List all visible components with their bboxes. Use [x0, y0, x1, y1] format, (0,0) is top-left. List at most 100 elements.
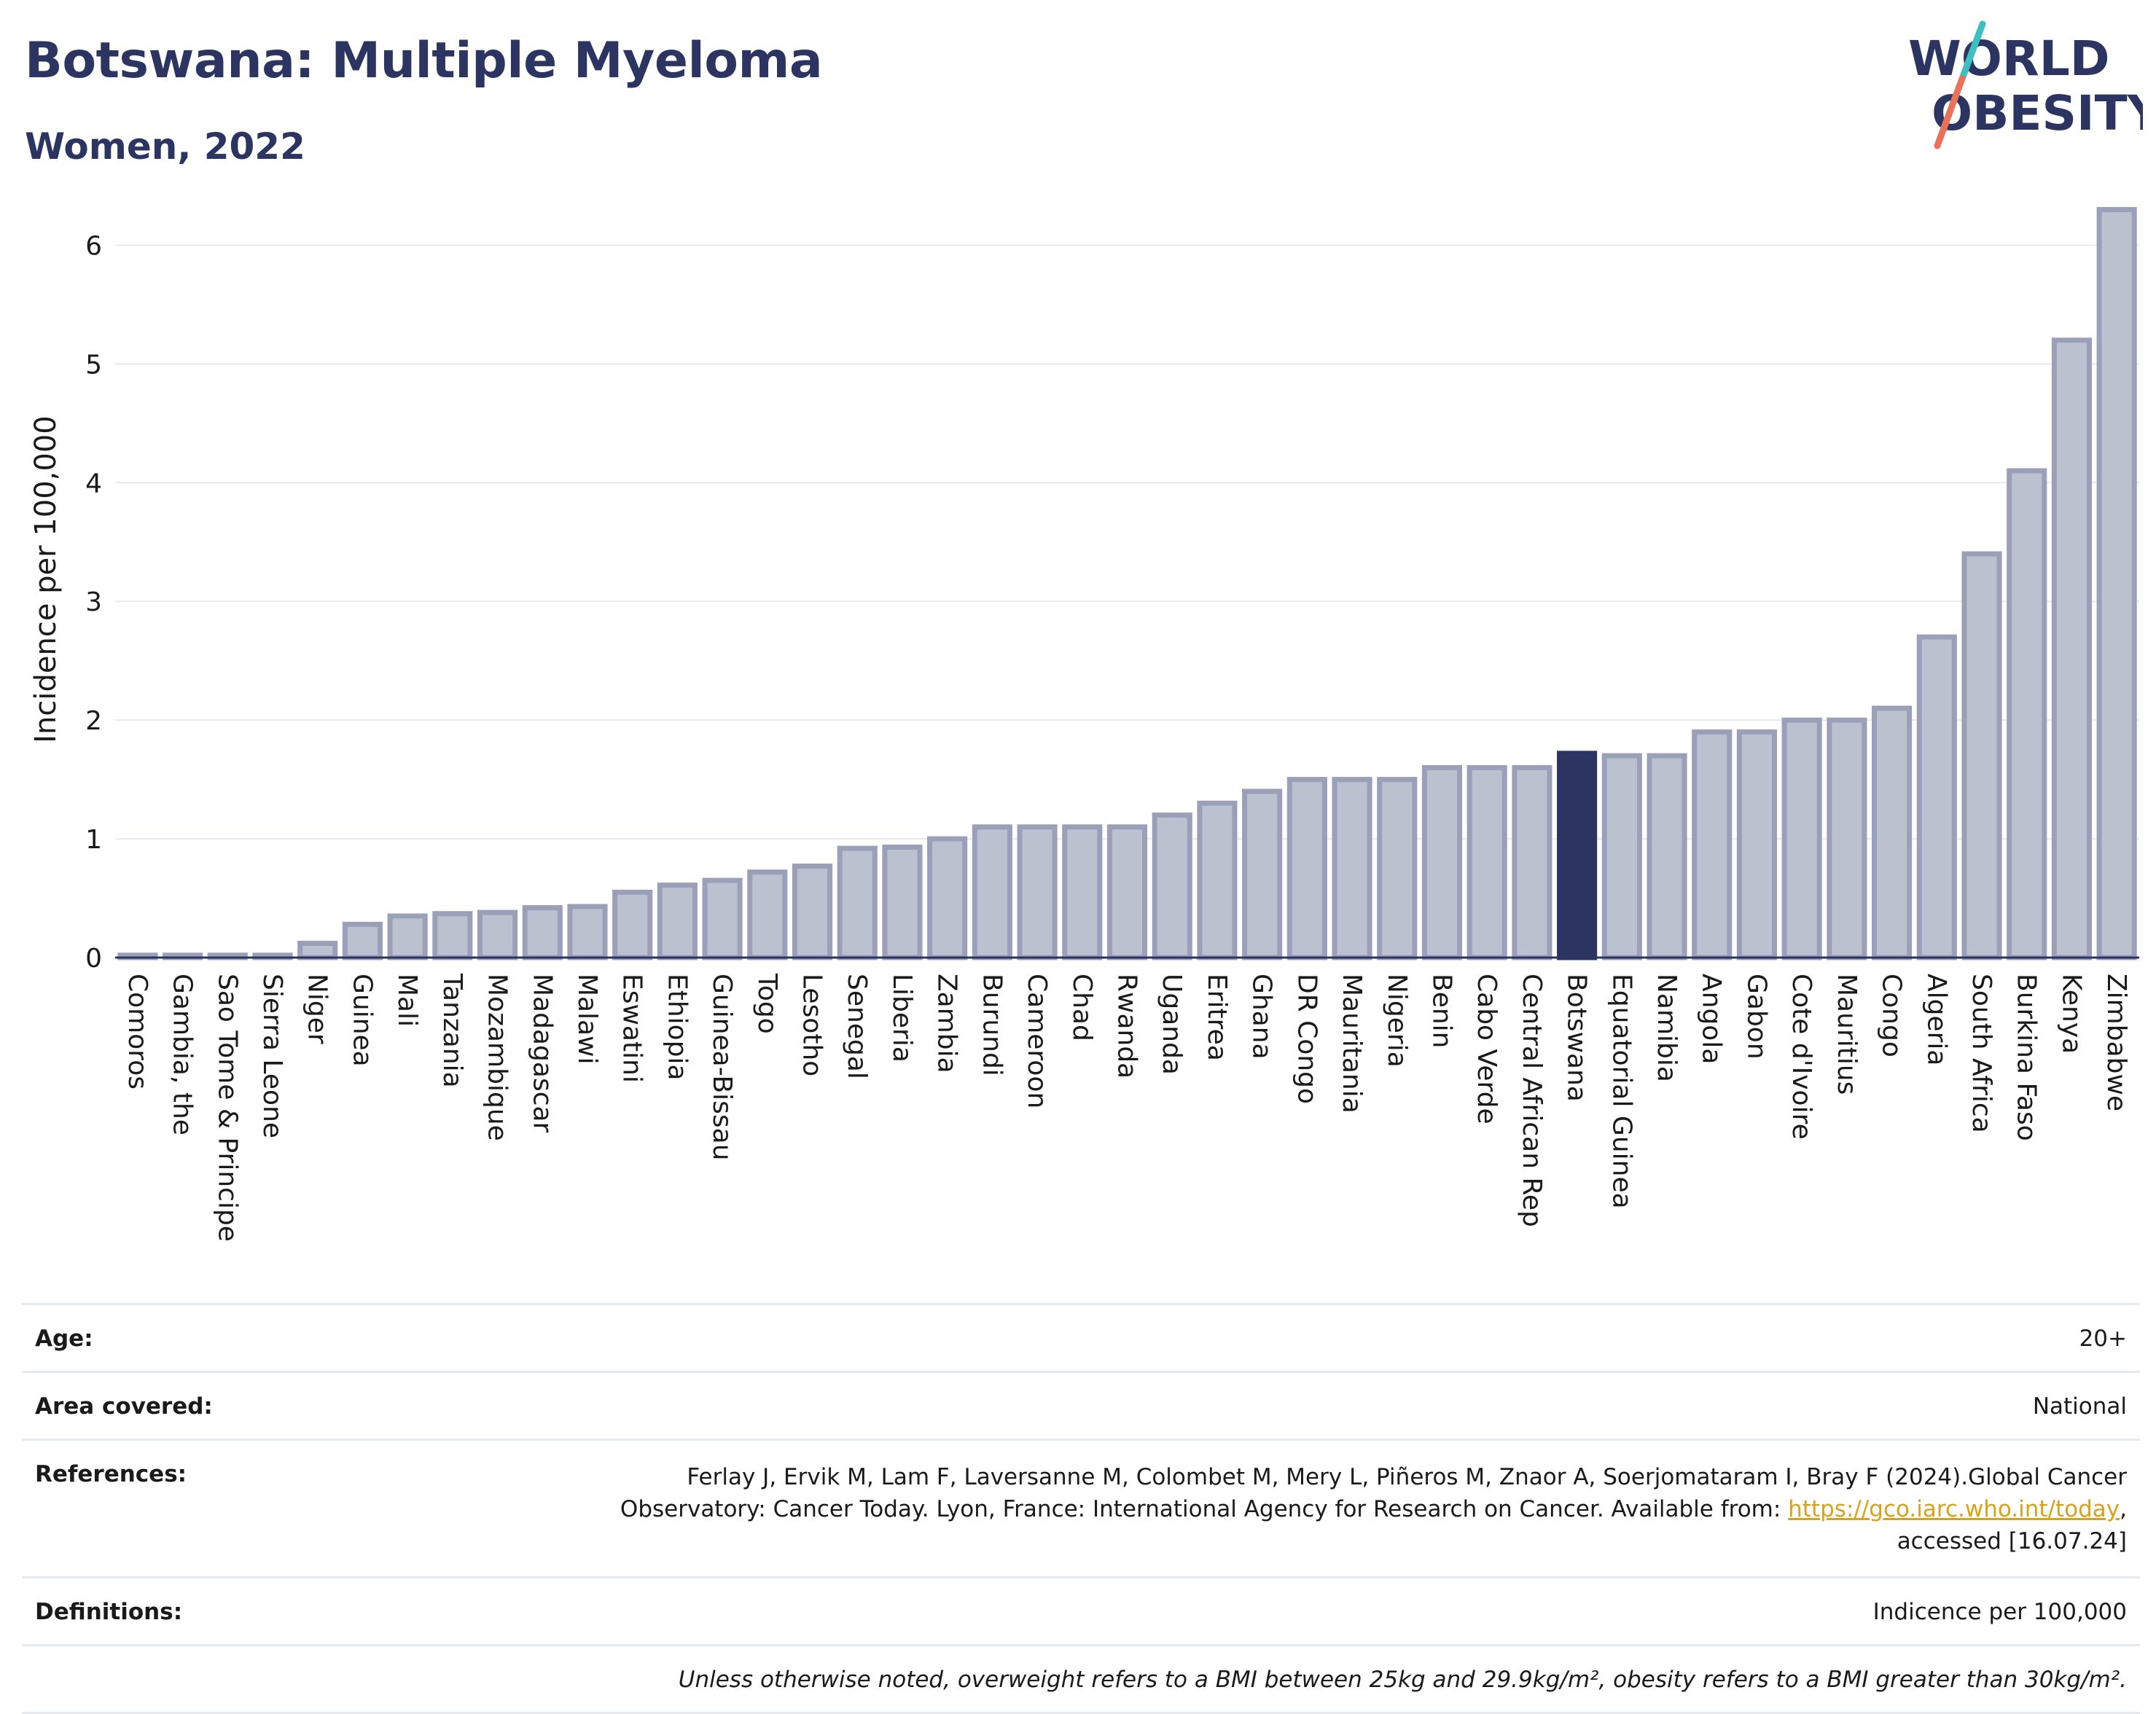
bar-kenya[interactable]	[2051, 337, 2093, 960]
bar-zambia[interactable]	[927, 836, 968, 960]
x-tick-label: Gabon	[1741, 974, 1771, 1060]
x-tick-label: Congo	[1877, 974, 1907, 1057]
area-row: Area covered: National	[22, 1371, 2140, 1439]
bar-nigeria[interactable]	[1377, 777, 1418, 960]
area-value: National	[2032, 1393, 2127, 1420]
bar-uganda[interactable]	[1152, 812, 1192, 960]
bar-algeria[interactable]	[1916, 634, 1957, 960]
bar-botswana[interactable]	[1557, 751, 1598, 960]
note-row: Unless otherwise noted, overweight refer…	[22, 1644, 2140, 1714]
bar-angola[interactable]	[1692, 729, 1733, 960]
y-tick-label: 1	[85, 825, 102, 855]
bar-cameroon[interactable]	[1017, 824, 1058, 960]
bar-niger[interactable]	[297, 940, 338, 960]
x-tick-label: Tanzania	[437, 973, 467, 1088]
bar-mali[interactable]	[387, 913, 428, 960]
bar-mauritius[interactable]	[1827, 717, 1867, 960]
x-tick-label: Madagascar	[527, 974, 557, 1133]
x-tick-label: Malawi	[572, 974, 602, 1065]
x-tick-label: Eswatini	[617, 974, 647, 1083]
x-tick-label: Eritrea	[1202, 974, 1232, 1061]
bar-burundi[interactable]	[972, 824, 1012, 960]
bar-chart-svg: 0 1 2 3 4 5 6 Comoros Gambia, the Sao Tome & Prin…	[29, 207, 2139, 1242]
bar-equatorial-guinea[interactable]	[1601, 753, 1642, 960]
x-tick-label: Burundi	[977, 974, 1007, 1076]
x-tick-label: Namibia	[1652, 974, 1682, 1082]
bar-eswatini[interactable]	[612, 889, 653, 960]
bar-madagascar[interactable]	[522, 905, 563, 960]
bar-ghana[interactable]	[1242, 788, 1283, 960]
bar-tanzania[interactable]	[432, 911, 473, 960]
x-tick-label: Equatorial Guinea	[1606, 974, 1636, 1209]
bar-chad[interactable]	[1062, 824, 1103, 960]
y-tick-label: 4	[85, 469, 102, 498]
y-tick-label: 6	[85, 231, 102, 261]
definitions-value: Indicence per 100,000	[1872, 1599, 2127, 1625]
x-tick-label: Central African Rep	[1517, 974, 1547, 1227]
logo-text-world: WORLD	[1908, 31, 2110, 87]
x-tick-label: Rwanda	[1112, 974, 1142, 1079]
bar-mauritania[interactable]	[1332, 777, 1372, 960]
x-tick-label: Cameroon	[1022, 974, 1052, 1108]
references-line-1: Ferlay J, Ervik M, Lam F, Laversanne M, …	[687, 1464, 2127, 1490]
definitions-note: Unless otherwise noted, overweight refer…	[678, 1667, 2127, 1693]
area-label: Area covered:	[35, 1393, 213, 1420]
y-tick-label: 3	[85, 587, 102, 617]
x-tick-label: Uganda	[1157, 974, 1187, 1075]
x-tick-label: Sao Tome & Principe	[212, 974, 242, 1242]
bar-lesotho[interactable]	[792, 864, 833, 960]
x-tick-label: Senegal	[842, 974, 872, 1079]
age-label: Age:	[35, 1326, 93, 1352]
bar-liberia[interactable]	[882, 844, 923, 960]
bar-rwanda[interactable]	[1106, 824, 1148, 960]
bar-ethiopia[interactable]	[657, 883, 698, 960]
bar-cabo-verde[interactable]	[1466, 764, 1507, 960]
x-tick-label: Niger	[302, 974, 332, 1044]
references-line-2: Observatory: Cancer Today. Lyon, France:…	[620, 1493, 2127, 1525]
age-value: 20+	[2079, 1326, 2127, 1352]
page-subtitle: Women, 2022	[25, 125, 305, 168]
y-tick-label: 2	[85, 706, 102, 736]
bar-senegal[interactable]	[837, 845, 878, 960]
definitions-label: Definitions:	[35, 1599, 183, 1625]
bar-burkina-faso[interactable]	[2007, 468, 2047, 960]
bar-mozambique[interactable]	[477, 909, 518, 960]
y-tick-label: 0	[85, 944, 102, 974]
references-row: References: Ferlay J, Ervik M, Lam F, La…	[22, 1439, 2140, 1576]
bar-benin[interactable]	[1421, 764, 1463, 960]
bar-gabon[interactable]	[1736, 729, 1778, 960]
x-tick-label: Zambia	[932, 974, 962, 1073]
x-tick-label: Liberia	[887, 974, 917, 1063]
x-tick-label: Kenya	[2056, 974, 2086, 1054]
bar-cote-d-ivoire[interactable]	[1781, 717, 1822, 960]
x-tick-label: Cabo Verde	[1472, 974, 1501, 1124]
bar-guinea[interactable]	[342, 921, 383, 960]
x-tick-label: Zimbabwe	[2101, 974, 2131, 1111]
page-title: Botswana: Multiple Myeloma	[25, 32, 823, 90]
x-tick-label: Cote d'Ivoire	[1786, 974, 1816, 1140]
bar-namibia[interactable]	[1647, 753, 1687, 960]
x-tick-label: Togo	[752, 973, 782, 1034]
bar-central-african-rep[interactable]	[1512, 764, 1552, 960]
x-tick-label: Ghana	[1247, 974, 1277, 1060]
definitions-row: Definitions: Indicence per 100,000	[22, 1576, 2140, 1644]
x-tick-label: Nigeria	[1382, 974, 1412, 1068]
x-tick-label: Burkina Faso	[2012, 974, 2042, 1141]
info-table: Age: 20+ Area covered: National Referenc…	[22, 1303, 2140, 1714]
bar-congo[interactable]	[1872, 705, 1913, 960]
x-tick-label: Angola	[1697, 974, 1727, 1064]
bar-guinea-bissau[interactable]	[702, 877, 743, 960]
x-tick-label: Botswana	[1562, 974, 1592, 1102]
bar-zimbabwe[interactable]	[2096, 207, 2137, 960]
bar-south-africa[interactable]	[1961, 551, 2002, 960]
x-tick-label: Chad	[1067, 974, 1097, 1041]
references-link[interactable]: https://gco.iarc.who.int/today	[1788, 1496, 2120, 1522]
x-tick-label: Ethiopia	[662, 974, 692, 1081]
bar-dr-congo[interactable]	[1286, 777, 1327, 960]
bar-malawi[interactable]	[567, 904, 608, 960]
x-tick-label: Lesotho	[797, 974, 827, 1076]
bar-togo[interactable]	[747, 869, 788, 960]
x-tick-label: Guinea-Bissau	[707, 974, 737, 1161]
bar-eritrea[interactable]	[1197, 800, 1238, 960]
x-tick-label: DR Congo	[1292, 974, 1321, 1104]
